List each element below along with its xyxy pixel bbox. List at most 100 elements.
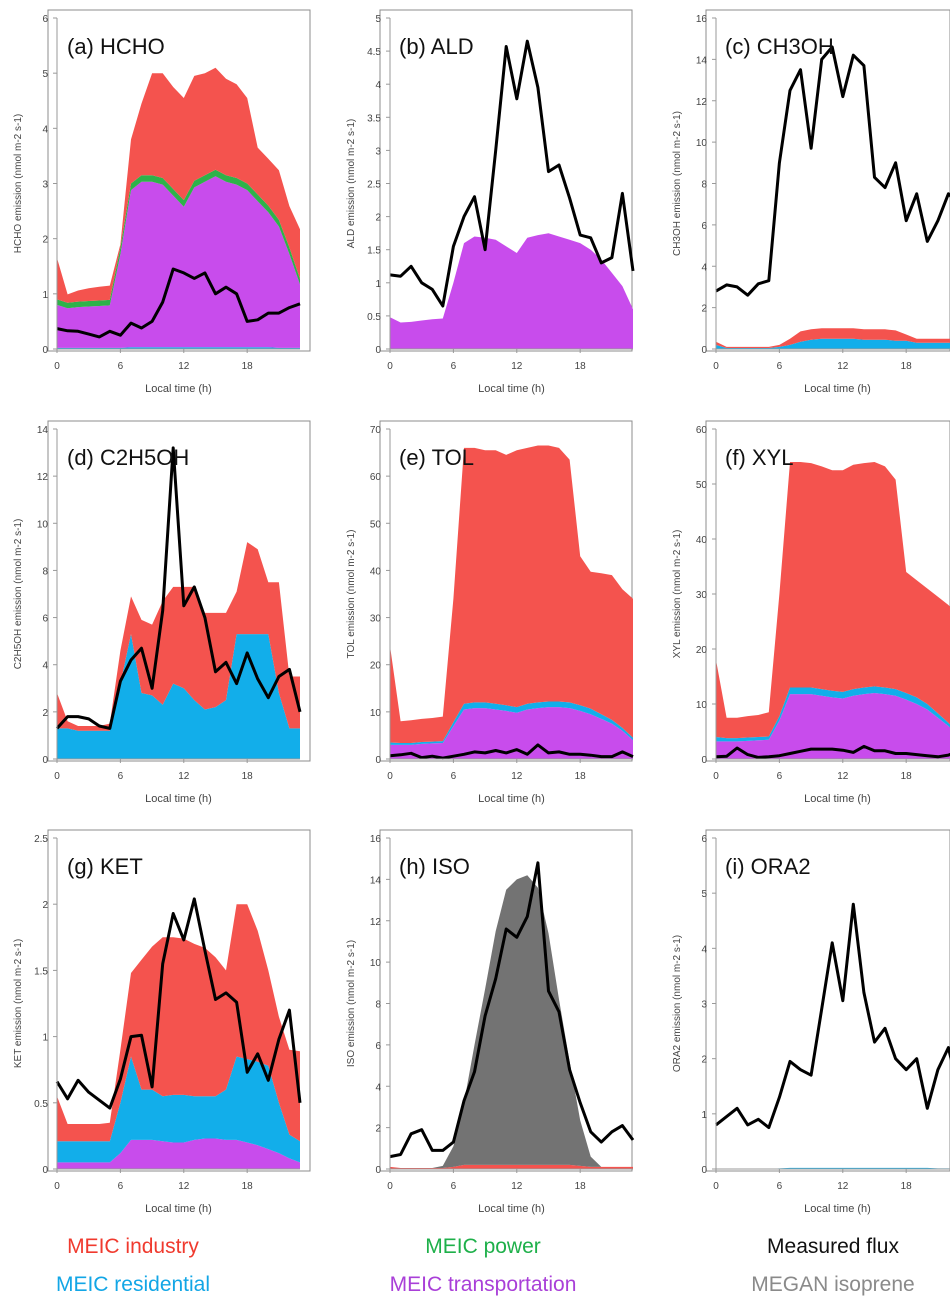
x-axis-title: Local time (h) [804,383,871,395]
x-tick-label: 0 [54,361,60,372]
y-tick-label: 4.5 [367,47,381,58]
panel-g-ket: 0 0.5 1 1.5 2 2.5 0 6 12 18 Local time (h) KET emis… [13,829,311,1215]
area-meic-residential [390,701,633,745]
y-tick-label: 0.5 [34,1099,48,1110]
y-tick-label: 10 [370,708,382,719]
y-tick-label: 2 [42,900,48,911]
y-tick-label: 4 [701,262,707,273]
y-tick-label: 10 [370,958,382,969]
y-tick-label: 4 [42,124,48,135]
y-tick-label: 60 [370,472,382,483]
panel-label: (g) KET [67,854,143,879]
y-tick-label: 70 [370,425,382,436]
y-tick-label: 6 [42,614,48,625]
x-tick-label: 12 [837,771,849,782]
x-tick-label: 6 [777,361,783,372]
y-tick-label: 2.5 [34,834,48,845]
panel-e-tol: 0 10 20 30 40 50 60 70 0 6 12 18 Local time (h) TOL e… [346,420,634,805]
area-meic-residential [716,686,950,742]
y-tick-label: 1 [42,1033,48,1044]
legend-megan-isoprene: MEGAN isoprene [751,1273,915,1296]
y-axis-title: C2H5OH emission (nmol m-2 s-1) [13,519,24,670]
y-axis-title: KET emission (nmol m-2 s-1) [13,939,24,1068]
y-axis-title: ORA2 emission (nmol m-2 s-1) [672,935,683,1072]
line-measured-flux [389,39,635,308]
panel-d-c2h5oh: 0 2 4 6 8 10 12 14 0 6 12 18 Local time (h) C2H5OH em… [13,420,311,805]
legend-meic-residential: MEIC residential [55,1273,211,1296]
y-tick-label: 0 [375,345,381,356]
y-axis-title: ALD emission (nmol m-2 s-1) [346,119,357,248]
plot-frame [379,9,633,352]
y-tick-label: 1 [42,290,48,301]
line-measured-flux [715,45,950,297]
y-tick-label: 20 [696,645,708,656]
line-measured-flux [389,743,634,760]
plot-frame [47,9,311,352]
line-measured-flux [389,861,635,1159]
plot-frame [379,420,633,762]
area-meic-industry [716,462,950,739]
line-measured-flux [715,744,950,759]
y-tick-label: 50 [696,480,708,491]
y-tick-label: 2 [375,1124,381,1135]
x-tick-label: 12 [837,361,849,372]
x-axis-title: Local time (h) [478,383,545,395]
x-tick-label: 18 [242,771,254,782]
y-tick-label: 10 [696,138,708,149]
legend-meic-transportation: MEIC transportation [389,1273,577,1296]
x-tick-label: 6 [118,361,124,372]
line-measured-flux [715,902,950,1130]
plot-frame [705,829,950,1172]
x-axis-title: Local time (h) [145,383,212,395]
x-tick-label: 18 [901,1181,913,1192]
y-tick-label: 0.5 [367,312,381,323]
legend-meic-industry: MEIC industry [67,1235,199,1258]
plot-frame [47,420,311,762]
y-tick-label: 8 [701,180,707,191]
y-tick-label: 30 [370,614,382,625]
x-tick-label: 18 [242,361,254,372]
panel-label: (d) C2H5OH [67,445,189,470]
x-tick-label: 18 [242,1181,254,1192]
y-tick-label: 14 [696,55,708,66]
y-tick-label: 2 [375,213,381,224]
x-axis-title: Local time (h) [145,793,212,805]
y-tick-label: 20 [370,661,382,672]
y-tick-label: 5 [375,14,381,25]
area-meic-industry [390,1164,633,1169]
y-tick-label: 0 [375,755,381,766]
x-tick-label: 0 [387,771,393,782]
y-tick-label: 3 [42,180,48,191]
y-tick-label: 0 [42,345,48,356]
x-axis-title: Local time (h) [145,1203,212,1215]
y-tick-label: 10 [696,700,708,711]
x-tick-label: 6 [118,771,124,782]
y-tick-label: 2 [42,708,48,719]
area-megan-isoprene [390,875,633,1168]
y-tick-label: 0 [42,755,48,766]
x-tick-label: 0 [54,1181,60,1192]
y-tick-label: 2 [701,1055,707,1066]
x-tick-label: 6 [118,1181,124,1192]
plot-frame [379,829,633,1172]
x-tick-label: 18 [575,1181,587,1192]
x-tick-label: 12 [178,361,190,372]
plot-frame [47,829,311,1172]
x-tick-label: 18 [901,361,913,372]
x-tick-label: 12 [511,361,523,372]
x-tick-label: 12 [178,1181,190,1192]
x-axis-title: Local time (h) [478,793,545,805]
panel-c-ch3oh: 0 2 4 6 8 10 12 14 16 0 6 12 18 Local time (h) CH3OH e… [672,9,950,395]
y-tick-label: 3.5 [367,113,381,124]
y-tick-label: 12 [696,97,708,108]
y-tick-label: 40 [370,566,382,577]
line-measured-flux [56,267,301,339]
area-meic-residential [57,634,300,759]
y-tick-label: 2.5 [367,180,381,191]
x-axis-title: Local time (h) [804,1203,871,1215]
area-meic-transportation [390,707,633,759]
y-tick-label: 0 [701,755,707,766]
panel-h-iso: 0 2 4 6 8 10 12 14 16 0 6 12 18 Local time (h) ISO emi… [346,829,635,1215]
y-tick-label: 0 [701,1165,707,1176]
legend-measured-flux: Measured flux [767,1235,899,1258]
